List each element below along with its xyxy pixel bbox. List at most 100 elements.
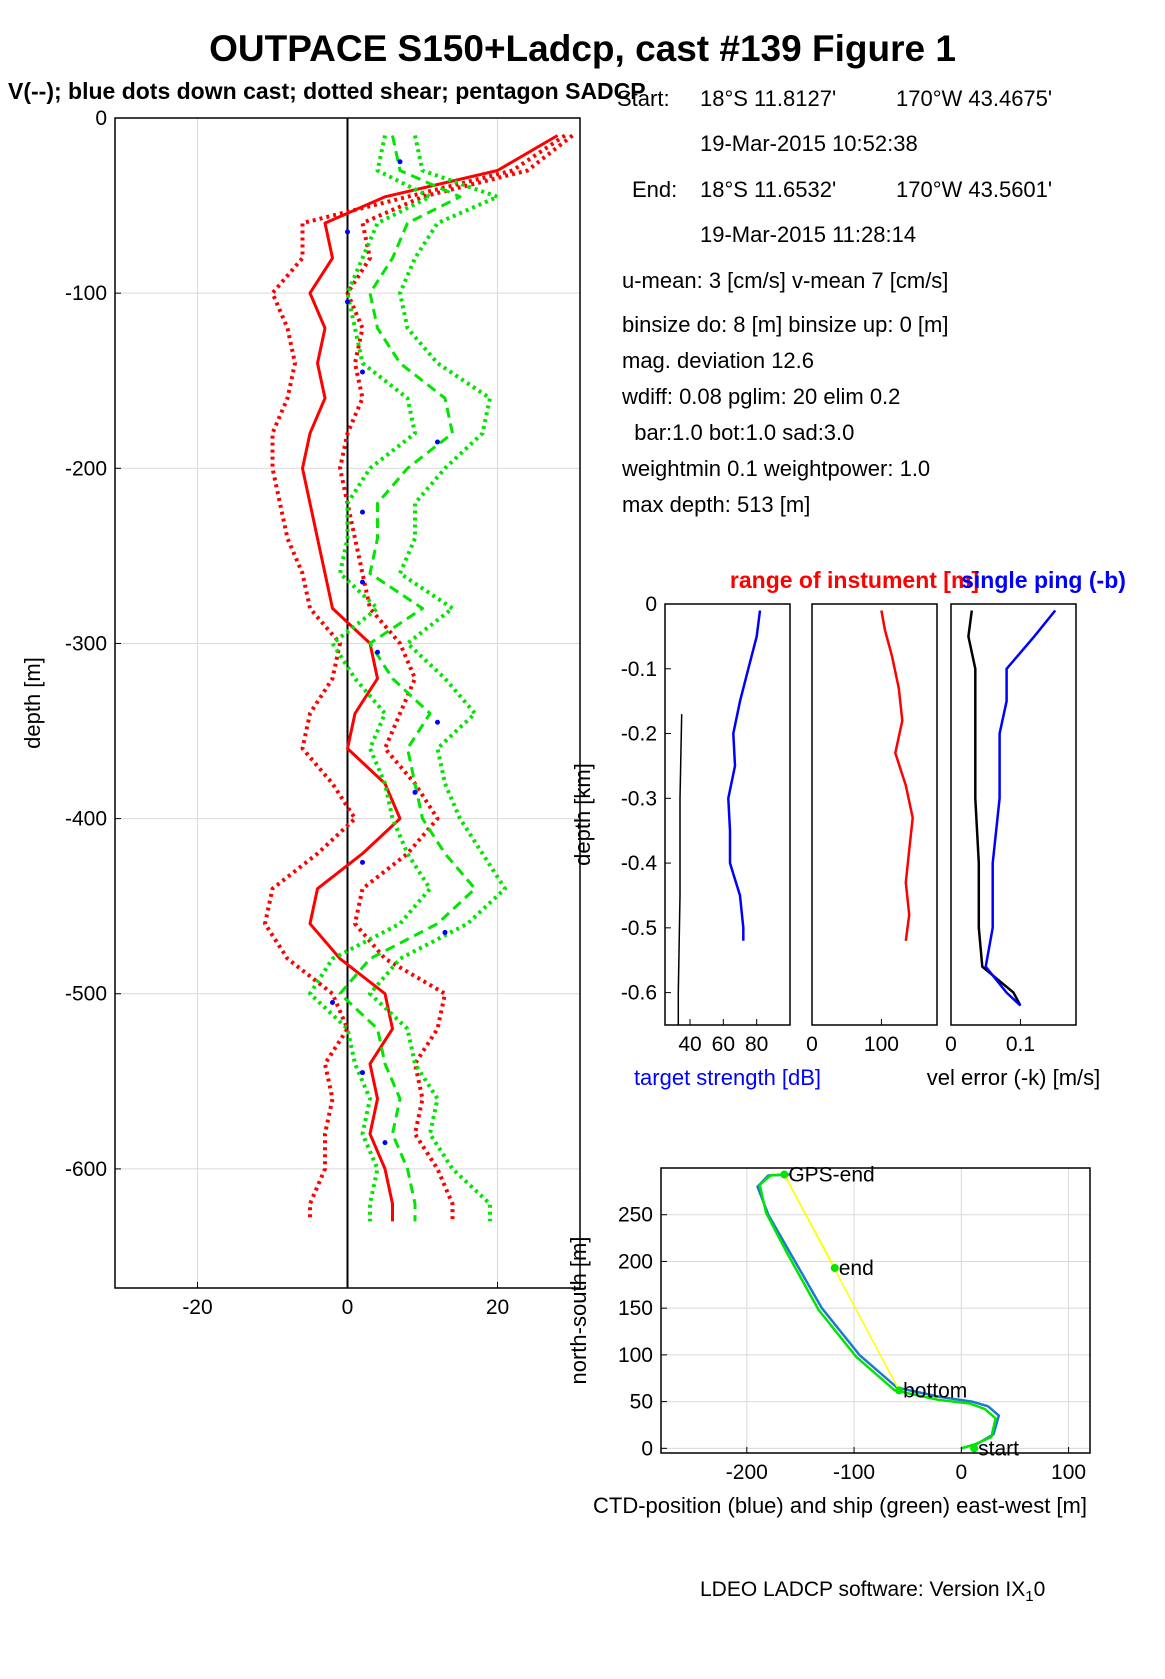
y-tick-label: -0.6 xyxy=(621,982,657,1005)
start-label: Start: xyxy=(617,86,670,111)
x-tick-label: -20 xyxy=(182,1296,212,1319)
x-tick-label: 0 xyxy=(806,1033,818,1056)
y-tick-label: -100 xyxy=(65,282,107,305)
data-point xyxy=(360,859,365,865)
annotation-marker xyxy=(970,1444,979,1453)
y-tick-label: -0.4 xyxy=(621,852,658,875)
x-axis-label: CTD-position (blue) and ship (green) eas… xyxy=(593,1493,1087,1518)
y-tick-label: 0 xyxy=(645,593,657,616)
map-annotation: bottom xyxy=(903,1379,967,1402)
end-label: End: xyxy=(632,177,678,202)
end-time: 19-Mar-2015 11:28:14 xyxy=(700,222,917,247)
data-point xyxy=(345,229,350,235)
software-version: LDEO LADCP software: Version IX10 xyxy=(700,1578,1045,1605)
series-line-green xyxy=(338,135,477,1222)
x-axis-label: target strength [dB] xyxy=(634,1065,821,1090)
y-tick-label: 50 xyxy=(630,1391,653,1414)
data-point xyxy=(360,509,365,515)
data-point xyxy=(360,369,365,375)
map-annotation: end xyxy=(839,1257,874,1280)
series-line-blue xyxy=(727,610,762,941)
y-tick-label: -200 xyxy=(65,457,107,480)
y-tick-label: 150 xyxy=(618,1297,653,1320)
x-tick-label: 60 xyxy=(712,1033,735,1056)
end-latitude: 18°S 11.6532' xyxy=(700,177,837,202)
annotation-marker xyxy=(830,1263,839,1272)
series-line-green xyxy=(368,135,507,1222)
axes-frame xyxy=(950,603,1077,1026)
binsize-info: binsize do: 8 [m] binsize up: 0 [m] xyxy=(622,312,949,337)
data-point xyxy=(382,1140,388,1146)
x-tick-label: 0 xyxy=(955,1461,967,1484)
panel-title: range of instument [m] xyxy=(730,567,979,593)
y-axis-label: north-south [m] xyxy=(566,1237,591,1385)
x-tick-label: 0.1 xyxy=(1006,1033,1035,1056)
x-axis-label: vel error (-k) [m/s] xyxy=(927,1065,1101,1090)
chart-velocity-error: 0 0.1 vel error (-k) [m/s] single ping (-b) xyxy=(927,567,1126,1090)
series-line-black xyxy=(967,610,1022,1007)
y-tick-label: -0.5 xyxy=(621,917,657,940)
data-point xyxy=(360,579,365,585)
data-point xyxy=(397,159,403,165)
y-tick-label: -500 xyxy=(65,983,107,1006)
y-tick-label: 100 xyxy=(618,1344,653,1367)
wdiff-info: wdiff: 0.08 pglim: 20 elim 0.2 xyxy=(622,384,901,409)
data-point xyxy=(360,1070,365,1076)
chart-ctd-ship-position: GPS-end end bottom start -200 -100 0 100 0 50 100 1… xyxy=(566,1164,1091,1518)
panel-title: single ping (-b) xyxy=(961,567,1126,593)
series-line-red xyxy=(263,133,567,1222)
series-line-blue xyxy=(984,609,1057,1007)
series-line-ctd_blue xyxy=(756,1173,1001,1450)
x-tick-label: -100 xyxy=(833,1461,875,1484)
footer-subscript: 1 xyxy=(1025,1588,1034,1606)
x-tick-label: -200 xyxy=(726,1461,768,1484)
x-tick-label: 0 xyxy=(945,1033,957,1056)
series-line-green xyxy=(308,135,432,1222)
y-tick-label: 200 xyxy=(618,1250,653,1273)
y-axis-label: depth [m] xyxy=(20,657,45,749)
data-point xyxy=(435,439,440,445)
start-longitude: 170°W 43.4675' xyxy=(896,86,1053,111)
y-tick-label: -300 xyxy=(65,632,107,655)
axes-frame xyxy=(664,603,791,1026)
weightmin-info: weightmin 0.1 weightpower: 1.0 xyxy=(622,456,931,481)
mean-velocity: u-mean: 3 [cm/s] v-mean 7 [cm/s] xyxy=(622,268,949,293)
y-tick-label: 0 xyxy=(641,1437,653,1460)
y-tick-label: -0.2 xyxy=(621,723,657,746)
series-line-green xyxy=(758,1173,997,1450)
y-axis-label: depth [km] xyxy=(570,763,595,866)
data-point xyxy=(345,299,350,305)
magnetic-deviation: mag. deviation 12.6 xyxy=(622,348,815,373)
data-point xyxy=(412,789,418,795)
data-point xyxy=(375,649,380,655)
x-tick-label: 0 xyxy=(342,1296,354,1319)
map-annotation: start xyxy=(978,1437,1019,1460)
y-tick-label: -400 xyxy=(65,808,107,831)
series-line-red xyxy=(301,134,559,1222)
series-line-black xyxy=(677,714,683,1025)
start-latitude: 18°S 11.8127' xyxy=(700,86,837,111)
x-tick-label: 80 xyxy=(745,1033,768,1056)
annotation-marker xyxy=(895,1386,904,1395)
footer-tail: 0 xyxy=(1033,1578,1046,1601)
chart-target-strength: 40 60 80 0 -0.1 -0.2 -0.3 -0.4 -0.5 -0.6 depth [km… xyxy=(570,593,821,1090)
figure-subtitle: V(--); blue dots down cast; dotted shear… xyxy=(8,78,646,104)
series-line-yellow xyxy=(783,1174,900,1391)
x-tick-label: 40 xyxy=(678,1033,701,1056)
axes-frame xyxy=(660,1167,1091,1454)
data-point xyxy=(442,929,448,935)
footer-text: LDEO LADCP software: Version IX xyxy=(700,1578,1026,1601)
x-tick-label: 20 xyxy=(486,1296,509,1319)
y-tick-label: -0.3 xyxy=(621,787,657,810)
data-point xyxy=(330,1000,335,1006)
y-tick-label: -600 xyxy=(65,1158,107,1181)
annotation-marker xyxy=(780,1170,789,1179)
x-tick-label: 100 xyxy=(864,1033,899,1056)
series-line-red xyxy=(880,610,914,941)
y-tick-label: 250 xyxy=(618,1204,653,1227)
map-annotation: GPS-end xyxy=(788,1164,874,1187)
data-point xyxy=(435,719,440,725)
axes-frame xyxy=(811,603,938,1026)
